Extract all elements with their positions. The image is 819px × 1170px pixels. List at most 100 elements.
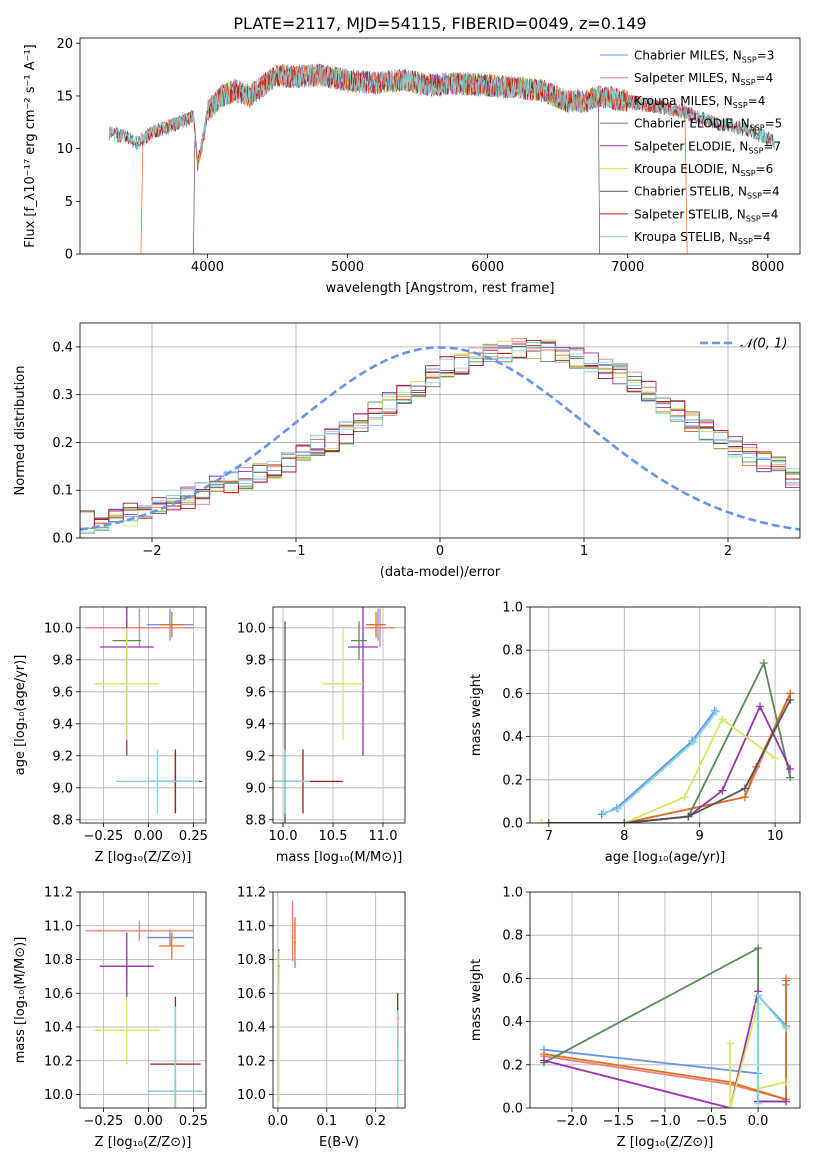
legend-label-3: Chabrier ELODIE, NSSP=5 [634, 117, 782, 133]
legend-nssp: =4 [753, 230, 771, 244]
y-tick-label: 10.6 [44, 987, 73, 1002]
weight-marker [740, 784, 749, 793]
x-tick-label: −1.5 [603, 1114, 635, 1129]
panel-weight_age: 7 8 9 10 0.0 0.2 0.4 0.6 0.8 1.0 age [log₁₀(age/yr… [469, 601, 801, 865]
axes-frame [272, 606, 406, 824]
y-tick-label: 9.2 [245, 749, 266, 764]
weight-marker [597, 810, 606, 819]
y-tick-label: 11.2 [44, 886, 73, 901]
y-tick-label: 0.4 [502, 1015, 523, 1030]
axes-frame [529, 606, 801, 824]
x-tick-label: 7000 [611, 260, 644, 275]
panel-age_mass: 10.0 10.5 11.0 8.8 9.0 9.2 9.4 9.6 9.8 10.0 mass [… [237, 606, 406, 865]
y-tick-label: 0.0 [502, 1102, 523, 1117]
y-tick-label: 10.0 [44, 621, 73, 636]
x-tick-label: 10 [767, 829, 784, 844]
weight-marker [537, 819, 546, 823]
weight-marker [786, 765, 795, 773]
x-axis-label: mass [log₁₀(M/M⊙)] [276, 850, 403, 865]
y-tick-label: 0.6 [502, 687, 523, 702]
weight-marker [539, 1056, 548, 1065]
weight-marker [782, 1078, 791, 1087]
weight-marker [684, 812, 693, 821]
legend-label-7: Salpeter STELIB, NSSP=4 [634, 207, 778, 223]
y-axis-label: mass weight [469, 959, 484, 1041]
legend-label-8: Kroupa STELIB, NSSP=4 [634, 230, 771, 246]
weight-marker [726, 1104, 735, 1108]
x-tick-label: 8000 [751, 260, 784, 275]
x-tick-label: 8 [620, 829, 628, 844]
x-tick-label: −1 [286, 544, 305, 559]
weight-marker [620, 819, 629, 823]
weight-marker [782, 1024, 791, 1033]
plot-area-mass_ebv [273, 892, 405, 1108]
y-tick-label: 10.2 [237, 1054, 266, 1069]
weight-marker [786, 695, 795, 704]
legend-label-4: Salpeter ELODIE, NSSP=7 [634, 139, 781, 155]
plot-area-age_mass [273, 607, 405, 823]
legend-subscript: SSP [742, 56, 757, 65]
y-axis-label: mass [log₁₀(M/M⊙)] [13, 937, 28, 1064]
y-tick-label: 11.0 [44, 919, 73, 934]
x-tick-label: 4000 [191, 260, 224, 275]
x-tick-label: 11.0 [369, 829, 398, 844]
weight-marker [718, 715, 727, 724]
y-tick-label: 0.8 [502, 929, 523, 944]
x-tick-label: −2.0 [556, 1114, 588, 1129]
figure-title: PLATE=2117, MJD=54115, FIBERID=0049, z=0… [233, 14, 646, 33]
plot-area-spectrum [109, 63, 775, 254]
weight-marker [680, 793, 689, 802]
x-tick-label: 6000 [471, 260, 504, 275]
panel-mass_Z: −0.25 0.00 0.25 10.0 10.2 10.4 10.6 10.8 11.0 11.… [13, 886, 208, 1151]
grid-residuals [80, 323, 800, 538]
x-tick-label: 1 [580, 544, 588, 559]
weight-marker [689, 738, 698, 746]
axes-frame [79, 891, 207, 1109]
histogram-series-8 [80, 341, 800, 538]
grid-age_Z [80, 607, 206, 823]
weight-marker [782, 976, 791, 985]
y-tick-label: 10.6 [237, 987, 266, 1002]
x-tick-label: 10.0 [269, 829, 298, 844]
axes-frame [79, 322, 801, 539]
legend-subscript: SSP [738, 237, 753, 246]
y-tick-label: 0.3 [52, 388, 73, 403]
panel-mass_ebv: 0.0 0.1 0.2 10.0 10.2 10.4 10.6 10.8 11.0 11.2 E(B… [237, 886, 406, 1150]
spectrum-line-8 [109, 64, 775, 161]
y-tick-label: 5 [65, 195, 73, 210]
legend-nssp: =4 [762, 185, 780, 199]
y-tick-label: 0 [65, 248, 73, 263]
y-tick-label: 11.0 [237, 919, 266, 934]
panel-weight_Z: −2.0 −1.5 −1.0 −0.5 0.0 0.0 0.2 0.4 0.6 0.8 1.0 Z [… [469, 886, 801, 1150]
weight-marker [759, 659, 768, 668]
plot-area-weight_Z [530, 892, 800, 1108]
x-axis-label: Z [log₁₀(Z/Z⊙)] [95, 850, 192, 865]
x-tick-label: 0.25 [179, 829, 208, 844]
panel-residuals: −2 −1 0 1 2 0.0 0.1 0.2 0.3 0.4 (data-model)/error… [13, 322, 801, 580]
x-tick-label: 0.25 [179, 1114, 208, 1129]
legend-label-5: Kroupa ELODIE, NSSP=6 [634, 162, 773, 178]
legend-nssp: =4 [761, 207, 779, 221]
legend-nssp: =7 [763, 139, 781, 153]
y-axis-label: age [log₁₀(age/yr)] [13, 655, 28, 776]
y-axis-label: Normed distribution [13, 366, 28, 496]
panel-spectrum: 4000 5000 6000 7000 8000 0 5 10 15 20 wavelength [… [23, 37, 801, 296]
x-tick-label: 0.0 [268, 1114, 289, 1129]
y-tick-label: 10 [56, 142, 73, 157]
x-tick-label: −1.0 [649, 1114, 681, 1129]
grid-weight_Z [530, 892, 800, 1108]
legend-subscript: SSP [747, 192, 762, 201]
axes-frame [79, 37, 801, 255]
weight-marker [614, 804, 623, 813]
y-tick-label: 0.6 [502, 972, 523, 987]
weight-line-1 [602, 711, 718, 815]
weight-marker [712, 707, 721, 716]
plot-area-mass_Z [80, 892, 206, 1108]
y-tick-label: 10.0 [237, 1088, 266, 1103]
y-tick-label: 9.4 [245, 717, 266, 732]
x-tick-label: −0.25 [83, 829, 123, 844]
y-axis-label: mass weight [469, 674, 484, 756]
normal-legend-label: 𝒩(0, 1) [740, 337, 787, 352]
axes-frame [272, 891, 406, 1109]
